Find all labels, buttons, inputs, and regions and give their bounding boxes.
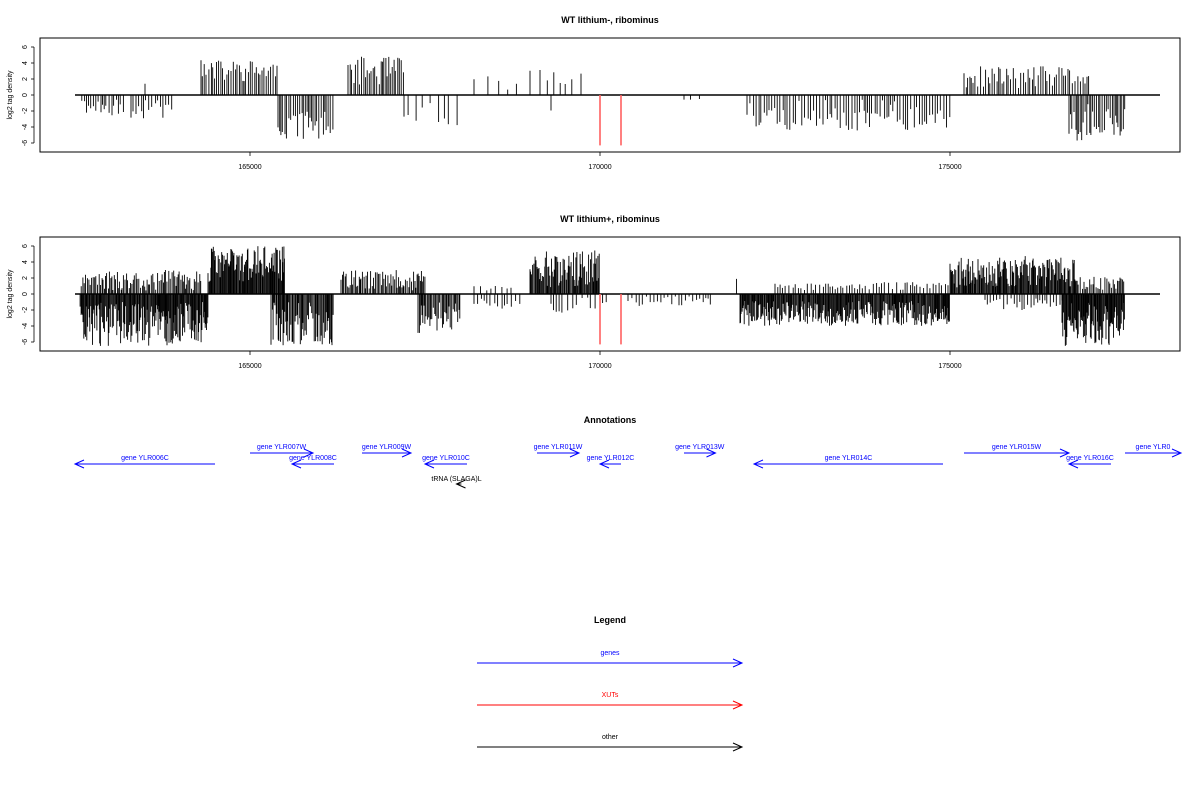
y-tick-label: 4 (22, 61, 29, 65)
xut-markers (599, 95, 622, 146)
y-tick-label: -2 (22, 108, 29, 114)
feature-arrowhead (303, 448, 315, 458)
feature-label: tRNA (SLAGA)L (431, 476, 481, 483)
y-axis-label: log2 tag density (7, 70, 14, 120)
feature-label: gene YLR009W (362, 444, 412, 451)
legend-arrowhead (732, 742, 744, 752)
x-axis: 165000 170000 175000 (238, 351, 962, 370)
feature-arrowhead (752, 459, 764, 469)
feature-label: gene YLR0 (1136, 444, 1171, 451)
feature-gene-ylr014c: gene YLR014C (752, 455, 943, 469)
y-tick-label: 6 (22, 45, 29, 49)
y-tick-label: 0 (22, 292, 29, 296)
feature-gene-ylr012c: gene YLR012C (587, 455, 635, 469)
feature-label: gene YLR006C (121, 455, 169, 462)
xut-markers (599, 294, 622, 345)
feature-gene-ylr009w: gene YLR009W (362, 444, 413, 458)
legend-label: genes (600, 650, 620, 657)
feature-arrowhead (1171, 448, 1183, 458)
x-tick-label: 170000 (588, 164, 611, 171)
panel-title: WT lithium+, ribominus (560, 214, 660, 224)
y-tick-label: -6 (22, 140, 29, 146)
feature-label: gene YLR016C (1066, 455, 1114, 462)
legend-item-xuts: XUTs (477, 692, 744, 710)
legend-title: Legend (594, 615, 626, 625)
legend-item-genes: genes (477, 650, 744, 668)
feature-label: gene YLR010C (422, 455, 470, 462)
x-tick-label: 175000 (938, 164, 961, 171)
feature-gene-ylr011w: gene YLR011W (534, 444, 583, 458)
feature-gene-ylr006c: gene YLR006C (73, 455, 215, 469)
feature-gene-ylr007w: gene YLR007W (250, 444, 315, 458)
x-tick-label: 165000 (238, 363, 261, 370)
y-tick-label: 2 (22, 276, 29, 280)
feature-trna-slaga-l: tRNA (SLAGA)L (431, 476, 482, 489)
feature-arrowhead (455, 479, 466, 489)
density-bars (81, 56, 1126, 141)
legend-item-other: other (477, 734, 744, 752)
feature-arrowhead (706, 448, 717, 458)
feature-arrowhead (423, 459, 435, 469)
feature-gene-ylr0: gene YLR0 (1125, 444, 1183, 458)
feature-gene-ylr016c: gene YLR016C (1066, 455, 1114, 469)
track-panel-lithium-minus: WT lithium-, ribominus log2 tag density … (7, 15, 1181, 171)
feature-label: gene YLR007W (257, 444, 307, 451)
feature-arrowhead (1059, 448, 1071, 458)
feature-arrowhead (73, 459, 85, 469)
feature-gene-ylr015w: gene YLR015W (964, 444, 1071, 458)
panel-title: WT lithium-, ribominus (561, 15, 659, 25)
feature-label: gene YLR015W (992, 444, 1042, 451)
feature-arrowhead (598, 459, 610, 469)
y-tick-label: -4 (22, 124, 29, 130)
legend-arrowhead (732, 658, 744, 668)
plot-frame (39, 236, 1181, 352)
y-tick-label: 4 (22, 260, 29, 264)
y-tick-label: -4 (22, 323, 29, 329)
feature-label: gene YLR014C (825, 455, 873, 462)
track-panel-lithium-plus: WT lithium+, ribominus log2 tag density … (7, 214, 1181, 370)
legend-items: genes XUTs other (477, 650, 744, 752)
plot-frame (39, 37, 1181, 153)
y-tick-label: 0 (22, 93, 29, 97)
x-tick-label: 165000 (238, 164, 261, 171)
y-tick-label: -2 (22, 307, 29, 313)
annotations-title: Annotations (584, 415, 637, 425)
x-tick-label: 170000 (588, 363, 611, 370)
legend: Legend genes XUTs other (477, 615, 744, 752)
feature-gene-ylr013w: gene YLR013W (675, 444, 725, 458)
legend-arrowhead (732, 700, 744, 710)
y-tick-label: -6 (22, 339, 29, 345)
feature-list: gene YLR006C gene YLR007W gene YLR008C gene… (73, 444, 1183, 489)
feature-arrowhead (290, 459, 302, 469)
density-bars (79, 246, 1125, 346)
feature-arrowhead (1067, 459, 1079, 469)
y-axis: 6 4 2 0 -2 -4 -6 (22, 244, 35, 345)
legend-label: other (602, 734, 619, 741)
feature-arrowhead (401, 448, 413, 458)
feature-label: gene YLR011W (534, 444, 583, 451)
x-tick-label: 175000 (938, 363, 961, 370)
feature-label: gene YLR008C (289, 455, 337, 462)
feature-gene-ylr008c: gene YLR008C (289, 455, 337, 469)
y-axis-label: log2 tag density (7, 269, 14, 319)
y-tick-label: 6 (22, 244, 29, 248)
y-axis: 6 4 2 0 -2 -4 -6 (22, 45, 35, 146)
y-tick-label: 2 (22, 77, 29, 81)
x-axis: 165000 170000 175000 (238, 152, 962, 171)
feature-label: gene YLR013W (675, 444, 725, 451)
feature-gene-ylr010c: gene YLR010C (422, 455, 470, 469)
feature-label: gene YLR012C (587, 455, 635, 462)
feature-arrowhead (569, 448, 581, 458)
legend-label: XUTs (602, 692, 619, 699)
